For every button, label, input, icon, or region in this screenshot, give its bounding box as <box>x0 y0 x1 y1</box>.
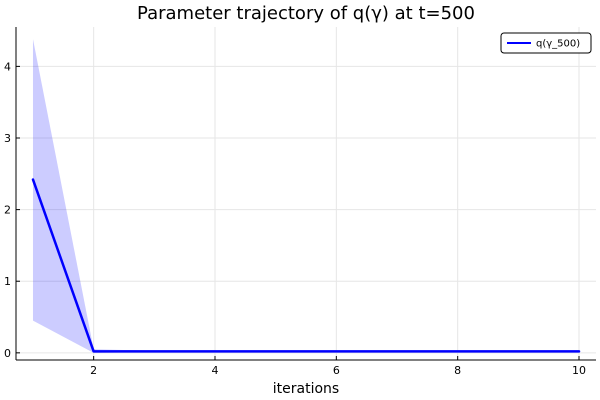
chart-title: Parameter trajectory of q(γ) at t=500 <box>137 3 475 24</box>
y-tick-label: 4 <box>4 60 11 73</box>
y-tick-label: 0 <box>4 347 11 360</box>
x-tick-label: 4 <box>211 364 218 377</box>
confidence-band-layer <box>32 39 580 353</box>
grid-lines <box>16 27 596 360</box>
legend-box <box>500 32 592 54</box>
x-tick-label: 2 <box>90 364 97 377</box>
axes <box>15 27 596 361</box>
tick-labels: 2 4 6 8 10 0 1 2 3 4 <box>4 60 586 377</box>
legend: q(γ_500) <box>500 32 592 54</box>
confidence-band <box>32 39 580 353</box>
x-tick-label: 8 <box>454 364 461 377</box>
y-tick-label: 2 <box>4 204 11 217</box>
x-axis-label: iterations <box>273 381 339 397</box>
series-line <box>31 178 581 353</box>
legend-label: q(γ_500) <box>536 39 580 50</box>
y-tick-label: 1 <box>4 275 11 288</box>
y-tick-label: 3 <box>4 132 11 145</box>
x-tick-label: 6 <box>333 364 340 377</box>
series-line-layer <box>31 178 581 353</box>
x-tick-label: 10 <box>572 364 586 377</box>
